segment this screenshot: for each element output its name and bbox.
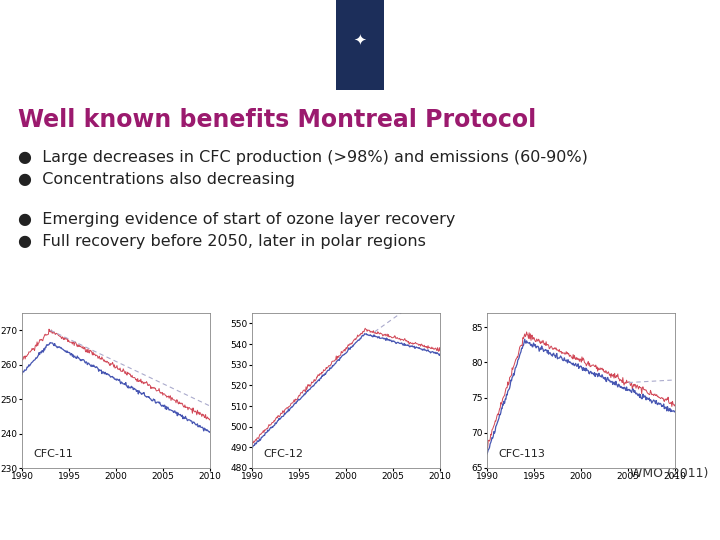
Text: CFC-113: CFC-113 <box>498 449 545 458</box>
Text: ●  Concentrations also decreasing: ● Concentrations also decreasing <box>18 172 295 187</box>
Bar <box>336 0 384 90</box>
Text: Guus Velders: Guus Velders <box>625 517 707 530</box>
Text: 10: 10 <box>13 517 30 530</box>
Text: CFC-11: CFC-11 <box>33 449 73 458</box>
Text: CFC-12: CFC-12 <box>264 449 303 458</box>
Text: ●  Full recovery before 2050, later in polar regions: ● Full recovery before 2050, later in po… <box>18 234 426 249</box>
Text: WMO (2011): WMO (2011) <box>629 467 708 480</box>
Text: ✦: ✦ <box>354 33 366 48</box>
Text: Well known benefits Montreal Protocol: Well known benefits Montreal Protocol <box>18 108 536 132</box>
Text: ●  Large decreases in CFC production (>98%) and emissions (60-90%): ● Large decreases in CFC production (>98… <box>18 150 588 165</box>
Text: ●  Emerging evidence of start of ozone layer recovery: ● Emerging evidence of start of ozone la… <box>18 212 455 227</box>
